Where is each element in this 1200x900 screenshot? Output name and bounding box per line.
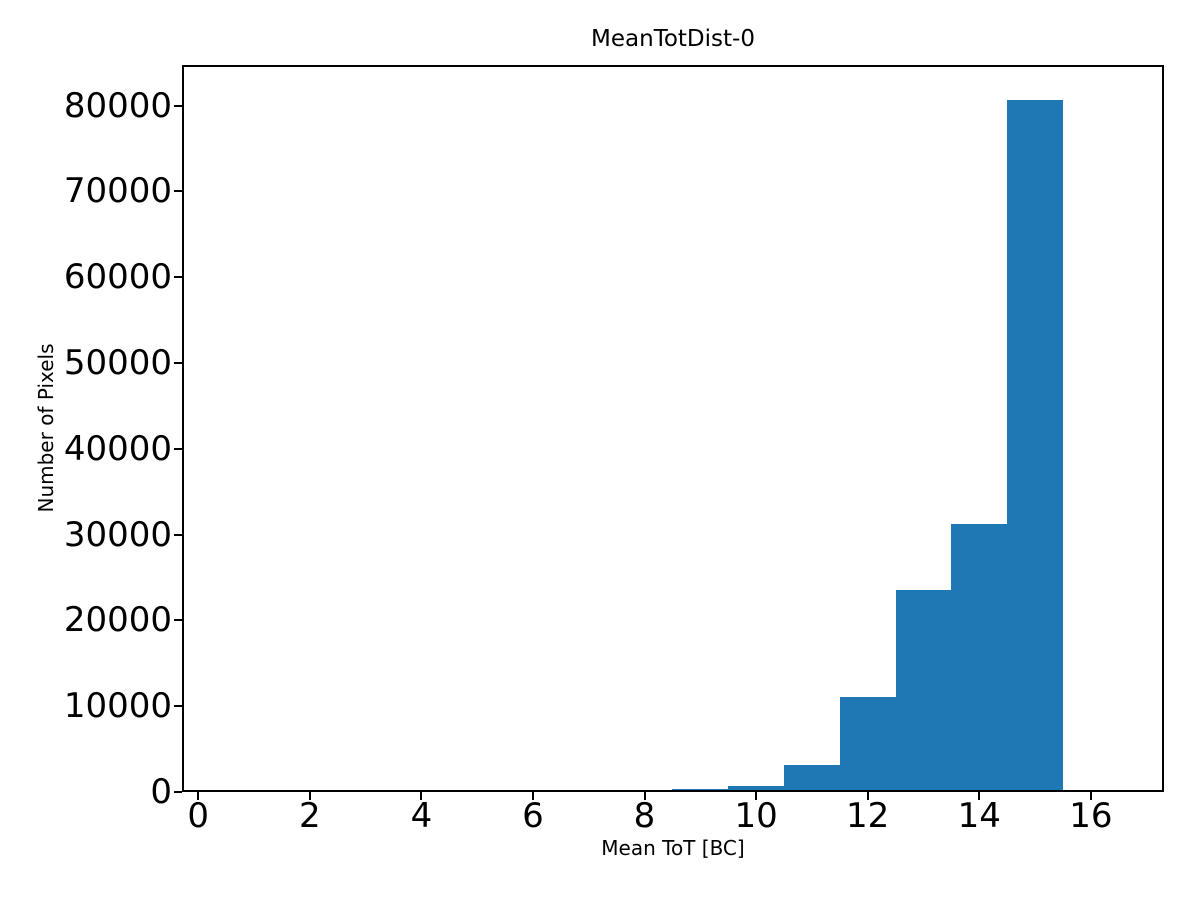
y-tick-mark <box>174 104 182 107</box>
histogram-bar <box>784 764 840 792</box>
y-tick-label: 10000 <box>63 686 172 727</box>
y-tick-label: 80000 <box>63 85 172 126</box>
histogram-bar <box>728 786 784 792</box>
x-tick-label: 10 <box>734 796 778 836</box>
y-tick-label: 0 <box>150 772 172 812</box>
x-tick-label: 6 <box>522 796 544 836</box>
x-tick-label: 16 <box>1069 796 1113 836</box>
y-tick-mark <box>174 276 182 279</box>
histogram-bar <box>895 589 952 792</box>
y-tick-label: 60000 <box>63 257 172 298</box>
y-tick-label: 70000 <box>63 171 172 212</box>
y-tick-mark <box>174 705 182 708</box>
x-tick-mark <box>197 792 200 800</box>
y-tick-label: 40000 <box>63 428 172 469</box>
y-tick-label: 20000 <box>63 600 172 641</box>
x-tick-mark <box>532 792 534 800</box>
y-axis-label: Number of Pixels <box>34 343 58 513</box>
x-tick-label: 2 <box>298 796 321 836</box>
x-tick-label: 4 <box>410 796 433 836</box>
y-tick-mark <box>174 533 182 536</box>
x-tick-mark <box>755 792 758 800</box>
y-tick-mark <box>174 447 182 450</box>
y-tick-label: 30000 <box>63 514 172 555</box>
x-tick-label: 0 <box>187 796 210 836</box>
y-tick-mark <box>174 190 182 193</box>
x-tick-label: 14 <box>957 796 1001 836</box>
x-axis-label: Mean ToT [BC] <box>601 836 745 860</box>
x-tick-label: 8 <box>633 796 656 836</box>
x-tick-mark <box>1089 792 1092 800</box>
x-tick-mark <box>308 792 311 800</box>
y-tick-label: 50000 <box>63 343 172 383</box>
x-tick-mark <box>866 792 869 800</box>
bars-layer <box>182 65 1164 792</box>
histogram-bar <box>951 524 1008 792</box>
histogram-bar <box>839 696 896 792</box>
x-tick-mark <box>978 792 981 800</box>
chart-title: MeanTotDist-0 <box>591 26 755 52</box>
x-tick-mark <box>643 792 646 800</box>
x-tick-label: 12 <box>846 796 890 836</box>
y-tick-mark <box>174 362 182 364</box>
y-tick-mark <box>174 791 182 793</box>
histogram-bar <box>672 789 729 792</box>
histogram-bar <box>1007 99 1063 792</box>
y-tick-mark <box>174 619 182 622</box>
x-tick-mark <box>420 792 423 800</box>
